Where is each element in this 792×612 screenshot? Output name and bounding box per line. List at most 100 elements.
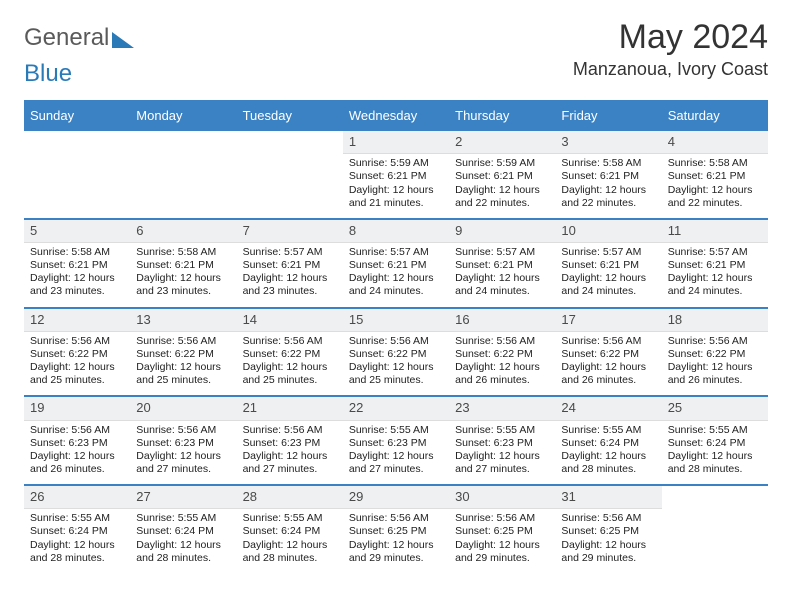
day-body: Sunrise: 5:55 AMSunset: 6:24 PMDaylight:… — [662, 421, 768, 485]
day-number: 28 — [237, 486, 343, 509]
daylight-line: Daylight: 12 hours and 21 minutes. — [349, 184, 443, 210]
sunrise-line: Sunrise: 5:55 AM — [561, 424, 655, 437]
sunset-line: Sunset: 6:24 PM — [30, 525, 124, 538]
day-number: 5 — [24, 220, 130, 243]
daylight-line: Daylight: 12 hours and 28 minutes. — [30, 539, 124, 565]
day-number: 6 — [130, 220, 236, 243]
week-row: 26Sunrise: 5:55 AMSunset: 6:24 PMDayligh… — [24, 484, 768, 573]
sunrise-line: Sunrise: 5:56 AM — [243, 335, 337, 348]
day-body: Sunrise: 5:59 AMSunset: 6:21 PMDaylight:… — [343, 154, 449, 218]
daylight-line: Daylight: 12 hours and 28 minutes. — [136, 539, 230, 565]
day-body: Sunrise: 5:55 AMSunset: 6:23 PMDaylight:… — [343, 421, 449, 485]
daylight-line: Daylight: 12 hours and 29 minutes. — [349, 539, 443, 565]
day-number: 31 — [555, 486, 661, 509]
day-cell: 29Sunrise: 5:56 AMSunset: 6:25 PMDayligh… — [343, 486, 449, 573]
sunset-line: Sunset: 6:24 PM — [136, 525, 230, 538]
day-number: 26 — [24, 486, 130, 509]
daylight-line: Daylight: 12 hours and 29 minutes. — [455, 539, 549, 565]
daylight-line: Daylight: 12 hours and 25 minutes. — [243, 361, 337, 387]
sunset-line: Sunset: 6:23 PM — [243, 437, 337, 450]
day-cell: 20Sunrise: 5:56 AMSunset: 6:23 PMDayligh… — [130, 397, 236, 484]
sunset-line: Sunset: 6:22 PM — [30, 348, 124, 361]
sail-icon — [112, 32, 134, 48]
sunset-line: Sunset: 6:24 PM — [668, 437, 762, 450]
day-body: Sunrise: 5:57 AMSunset: 6:21 PMDaylight:… — [662, 243, 768, 307]
sunrise-line: Sunrise: 5:55 AM — [349, 424, 443, 437]
sunset-line: Sunset: 6:22 PM — [561, 348, 655, 361]
day-body: Sunrise: 5:57 AMSunset: 6:21 PMDaylight:… — [237, 243, 343, 307]
day-body: Sunrise: 5:57 AMSunset: 6:21 PMDaylight:… — [555, 243, 661, 307]
sunrise-line: Sunrise: 5:57 AM — [668, 246, 762, 259]
day-body: Sunrise: 5:56 AMSunset: 6:22 PMDaylight:… — [662, 332, 768, 396]
daylight-line: Daylight: 12 hours and 27 minutes. — [243, 450, 337, 476]
sunset-line: Sunset: 6:21 PM — [243, 259, 337, 272]
day-header: Saturday — [662, 102, 768, 129]
sunset-line: Sunset: 6:23 PM — [136, 437, 230, 450]
day-body: Sunrise: 5:56 AMSunset: 6:25 PMDaylight:… — [555, 509, 661, 573]
sunrise-line: Sunrise: 5:57 AM — [455, 246, 549, 259]
calendar: SundayMondayTuesdayWednesdayThursdayFrid… — [24, 100, 768, 573]
day-body: Sunrise: 5:56 AMSunset: 6:22 PMDaylight:… — [555, 332, 661, 396]
sunset-line: Sunset: 6:21 PM — [30, 259, 124, 272]
sunrise-line: Sunrise: 5:56 AM — [561, 512, 655, 525]
day-number: 15 — [343, 309, 449, 332]
day-number: 14 — [237, 309, 343, 332]
day-number: 3 — [555, 131, 661, 154]
day-body: Sunrise: 5:55 AMSunset: 6:23 PMDaylight:… — [449, 421, 555, 485]
day-cell: 10Sunrise: 5:57 AMSunset: 6:21 PMDayligh… — [555, 220, 661, 307]
day-cell: 17Sunrise: 5:56 AMSunset: 6:22 PMDayligh… — [555, 309, 661, 396]
daylight-line: Daylight: 12 hours and 23 minutes. — [30, 272, 124, 298]
daylight-line: Daylight: 12 hours and 23 minutes. — [243, 272, 337, 298]
daylight-line: Daylight: 12 hours and 27 minutes. — [349, 450, 443, 476]
sunrise-line: Sunrise: 5:58 AM — [561, 157, 655, 170]
sunrise-line: Sunrise: 5:58 AM — [30, 246, 124, 259]
daylight-line: Daylight: 12 hours and 27 minutes. — [455, 450, 549, 476]
day-header: Monday — [130, 102, 236, 129]
daylight-line: Daylight: 12 hours and 24 minutes. — [561, 272, 655, 298]
sunrise-line: Sunrise: 5:57 AM — [561, 246, 655, 259]
day-number: 27 — [130, 486, 236, 509]
day-number: 13 — [130, 309, 236, 332]
week-row: ...1Sunrise: 5:59 AMSunset: 6:21 PMDayli… — [24, 129, 768, 218]
day-body: Sunrise: 5:55 AMSunset: 6:24 PMDaylight:… — [130, 509, 236, 573]
sunset-line: Sunset: 6:23 PM — [455, 437, 549, 450]
day-number: 18 — [662, 309, 768, 332]
logo-text-2: Blue — [24, 60, 768, 88]
sunset-line: Sunset: 6:22 PM — [349, 348, 443, 361]
day-body: Sunrise: 5:58 AMSunset: 6:21 PMDaylight:… — [24, 243, 130, 307]
day-number: 22 — [343, 397, 449, 420]
day-body: Sunrise: 5:56 AMSunset: 6:25 PMDaylight:… — [449, 509, 555, 573]
day-number: 19 — [24, 397, 130, 420]
sunrise-line: Sunrise: 5:58 AM — [136, 246, 230, 259]
day-number: 9 — [449, 220, 555, 243]
day-number: 20 — [130, 397, 236, 420]
daylight-line: Daylight: 12 hours and 23 minutes. — [136, 272, 230, 298]
sunrise-line: Sunrise: 5:56 AM — [455, 512, 549, 525]
sunset-line: Sunset: 6:23 PM — [30, 437, 124, 450]
day-body: Sunrise: 5:55 AMSunset: 6:24 PMDaylight:… — [555, 421, 661, 485]
day-cell: 13Sunrise: 5:56 AMSunset: 6:22 PMDayligh… — [130, 309, 236, 396]
day-body: Sunrise: 5:55 AMSunset: 6:24 PMDaylight:… — [237, 509, 343, 573]
sunrise-line: Sunrise: 5:55 AM — [30, 512, 124, 525]
day-header: Tuesday — [237, 102, 343, 129]
sunset-line: Sunset: 6:21 PM — [349, 259, 443, 272]
week-row: 5Sunrise: 5:58 AMSunset: 6:21 PMDaylight… — [24, 218, 768, 307]
day-cell: 25Sunrise: 5:55 AMSunset: 6:24 PMDayligh… — [662, 397, 768, 484]
daylight-line: Daylight: 12 hours and 28 minutes. — [243, 539, 337, 565]
day-number: 16 — [449, 309, 555, 332]
sunrise-line: Sunrise: 5:59 AM — [455, 157, 549, 170]
page-title: May 2024 — [573, 18, 768, 57]
day-body: Sunrise: 5:55 AMSunset: 6:24 PMDaylight:… — [24, 509, 130, 573]
day-cell: . — [130, 131, 236, 218]
sunrise-line: Sunrise: 5:55 AM — [243, 512, 337, 525]
day-number: 23 — [449, 397, 555, 420]
sunset-line: Sunset: 6:25 PM — [455, 525, 549, 538]
day-header-row: SundayMondayTuesdayWednesdayThursdayFrid… — [24, 102, 768, 129]
daylight-line: Daylight: 12 hours and 26 minutes. — [668, 361, 762, 387]
sunset-line: Sunset: 6:21 PM — [668, 170, 762, 183]
day-cell: 18Sunrise: 5:56 AMSunset: 6:22 PMDayligh… — [662, 309, 768, 396]
day-number: 10 — [555, 220, 661, 243]
day-cell: 1Sunrise: 5:59 AMSunset: 6:21 PMDaylight… — [343, 131, 449, 218]
day-cell: 9Sunrise: 5:57 AMSunset: 6:21 PMDaylight… — [449, 220, 555, 307]
day-cell: 5Sunrise: 5:58 AMSunset: 6:21 PMDaylight… — [24, 220, 130, 307]
